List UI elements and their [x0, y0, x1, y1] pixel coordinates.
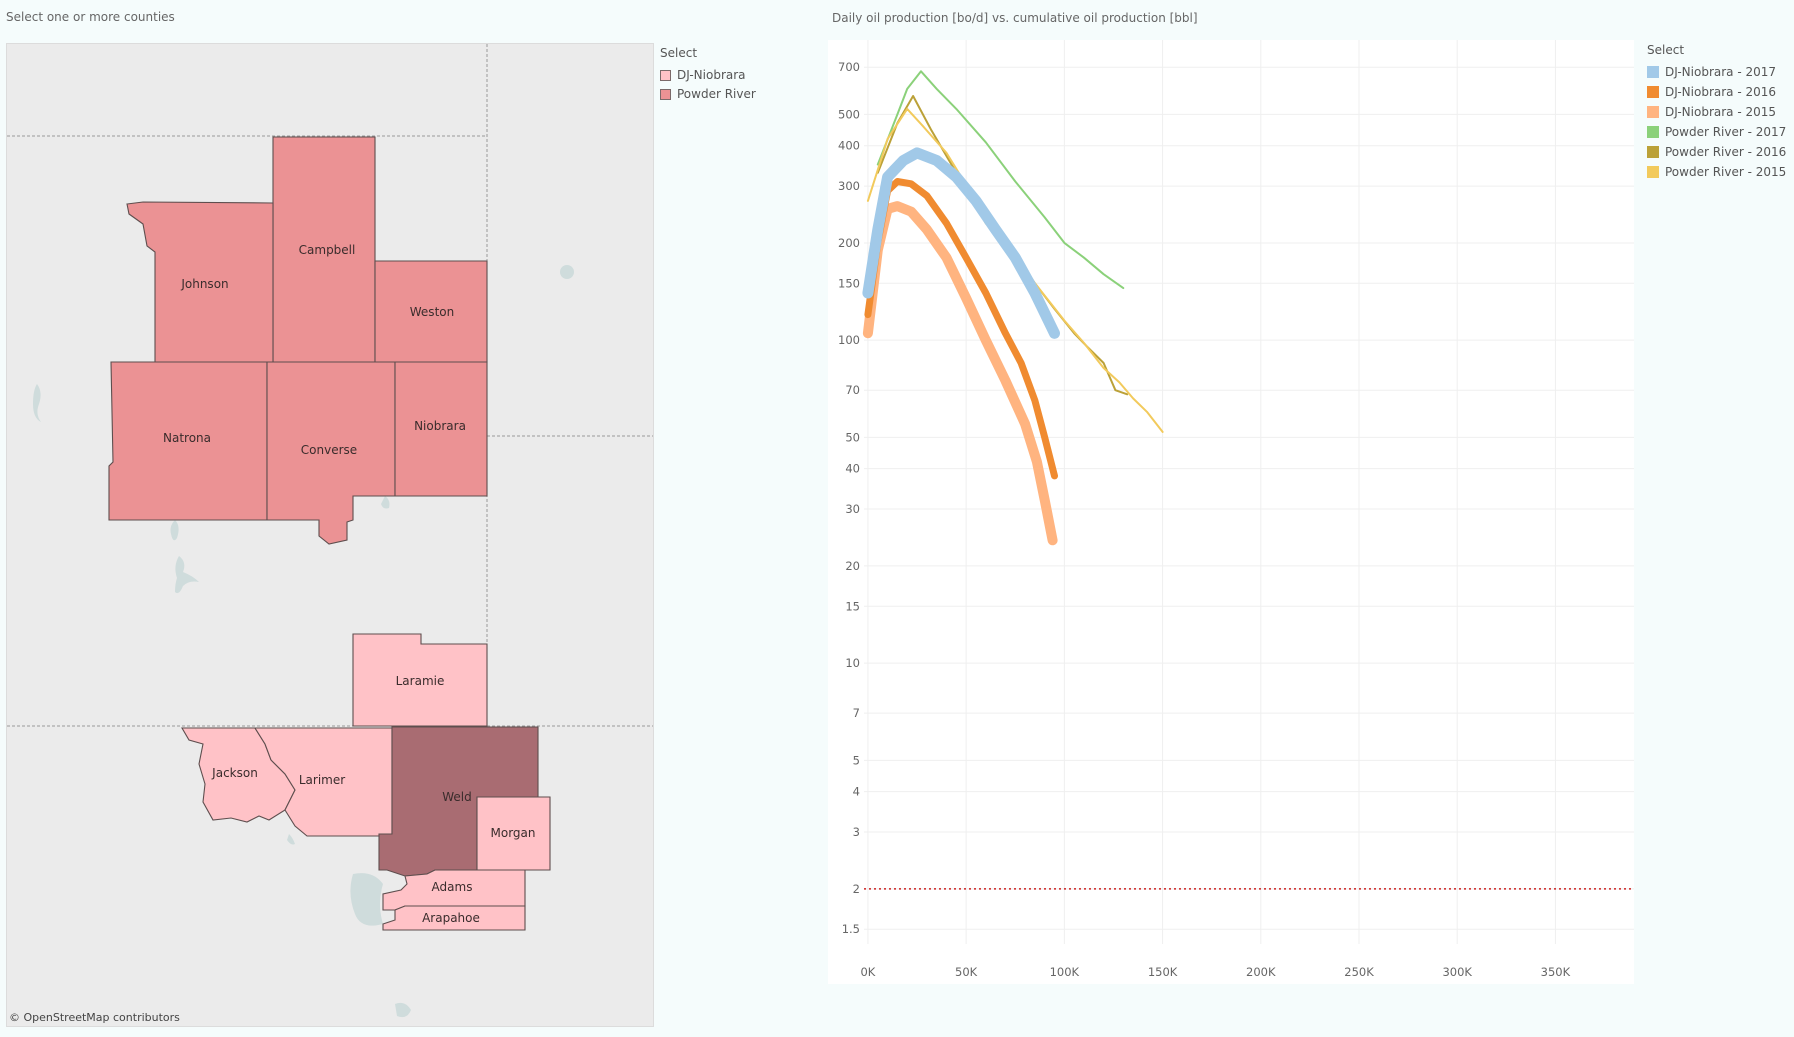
- legend-item-dj-niobrara-2017[interactable]: DJ-Niobrara - 2017: [1647, 65, 1792, 79]
- y-tick-label: 100: [838, 333, 860, 347]
- y-tick-label: 3: [853, 825, 860, 839]
- label-campbell: Campbell: [299, 243, 356, 257]
- legend-swatch: [1647, 146, 1659, 158]
- x-tick-label: 350K: [1541, 965, 1571, 979]
- label-weston: Weston: [410, 305, 454, 319]
- y-tick-label: 2: [853, 882, 860, 896]
- x-tick-label: 0K: [860, 965, 875, 979]
- legend-item-dj-niobrara-2016[interactable]: DJ-Niobrara - 2016: [1647, 85, 1792, 99]
- label-larimer: Larimer: [299, 773, 345, 787]
- legend-label: Powder River - 2017: [1665, 125, 1787, 139]
- swatch-powder-river: [660, 88, 671, 100]
- county-map[interactable]: Campbell Johnson Weston Natrona Converse…: [6, 43, 654, 1027]
- y-tick-label: 5: [853, 753, 860, 767]
- label-arapahoe: Arapahoe: [422, 911, 480, 925]
- y-tick-label: 7: [853, 706, 860, 720]
- legend-item-powder-river[interactable]: Powder River: [660, 87, 800, 101]
- powder-river-counties: [108, 136, 488, 545]
- x-axis: 0K 50K 100K 150K 200K 250K 300K 350K: [860, 965, 1570, 979]
- x-tick-label: 100K: [1050, 965, 1080, 979]
- y-tick-label: 40: [845, 462, 860, 476]
- county-niobrara[interactable]: [394, 361, 488, 497]
- chart-legend-title: Select: [1647, 43, 1685, 57]
- county-arapahoe[interactable]: [382, 905, 526, 931]
- legend-label: DJ-Niobrara - 2016: [1665, 85, 1777, 99]
- x-tick-label: 150K: [1148, 965, 1178, 979]
- y-tick-label: 300: [838, 179, 860, 193]
- legend-item-dj-niobrara-2015[interactable]: DJ-Niobrara - 2015: [1647, 105, 1792, 119]
- label-johnson: Johnson: [180, 277, 228, 291]
- grid: [864, 40, 1634, 944]
- legend-swatch: [1647, 106, 1659, 118]
- dj-niobrara-counties: [181, 633, 551, 931]
- legend-label: Powder River - 2016: [1665, 145, 1787, 159]
- chart-title: Daily oil production [bo/d] vs. cumulati…: [832, 11, 1198, 25]
- x-tick-label: 300K: [1442, 965, 1472, 979]
- legend-label: DJ-Niobrara: [677, 68, 746, 82]
- series-line-dj-niobrara-2015[interactable]: [862, 201, 1058, 546]
- label-jackson: Jackson: [211, 766, 258, 780]
- y-tick-label: 20: [845, 559, 860, 573]
- series-line-dj-niobrara-2017[interactable]: [862, 147, 1060, 339]
- y-tick-label: 200: [838, 236, 860, 250]
- map-title: Select one or more counties: [6, 10, 175, 24]
- legend-item-dj-niobrara[interactable]: DJ-Niobrara: [660, 68, 800, 82]
- y-tick-label: 400: [838, 139, 860, 153]
- label-converse: Converse: [301, 443, 357, 457]
- label-weld: Weld: [442, 790, 472, 804]
- y-tick-label: 150: [838, 276, 860, 290]
- label-adams: Adams: [432, 880, 473, 894]
- legend-swatch: [1647, 66, 1659, 78]
- series-layer: [862, 70, 1164, 546]
- y-tick-label: 15: [845, 599, 860, 613]
- series-line-powder-river-2017[interactable]: [876, 70, 1125, 290]
- legend-swatch: [1647, 126, 1659, 138]
- label-niobrara: Niobrara: [414, 419, 466, 433]
- y-tick-label: 4: [853, 785, 860, 799]
- county-morgan[interactable]: [476, 796, 551, 871]
- y-tick-label: 10: [845, 656, 860, 670]
- y-tick-label: 500: [838, 107, 860, 121]
- chart-legend: Select DJ-Niobrara - 2017 DJ-Niobrara - 2…: [1647, 43, 1792, 185]
- x-tick-label: 200K: [1246, 965, 1276, 979]
- legend-label: Powder River: [677, 87, 756, 101]
- legend-label: DJ-Niobrara - 2017: [1665, 65, 1777, 79]
- y-axis: 1.5 2 3 4 5 7 10 15 20 30 40 50 70 100 150 200 300 400 500…: [838, 60, 860, 936]
- label-morgan: Morgan: [491, 826, 536, 840]
- y-tick-label: 30: [845, 502, 860, 516]
- label-natrona: Natrona: [163, 431, 211, 445]
- legend-swatch: [1647, 86, 1659, 98]
- legend-label: DJ-Niobrara - 2015: [1665, 105, 1777, 119]
- legend-item-powder-river-2017[interactable]: Powder River - 2017: [1647, 125, 1792, 139]
- swatch-dj-niobrara: [660, 69, 671, 81]
- x-tick-label: 250K: [1344, 965, 1374, 979]
- production-chart[interactable]: 1.5 2 3 4 5 7 10 15 20 30 40 50 70 100 150 200 300 400 500…: [828, 40, 1634, 984]
- map-legend: Select DJ-Niobrara Powder River: [660, 46, 800, 106]
- y-tick-label: 1.5: [842, 922, 860, 936]
- legend-swatch: [1647, 166, 1659, 178]
- legend-item-powder-river-2015[interactable]: Powder River - 2015: [1647, 165, 1792, 179]
- x-tick-label: 50K: [955, 965, 978, 979]
- y-tick-label: 50: [845, 430, 860, 444]
- county-laramie[interactable]: [352, 633, 488, 727]
- map-credit: © OpenStreetMap contributors: [9, 1011, 180, 1024]
- y-tick-label: 700: [838, 60, 860, 74]
- water-features: [33, 265, 574, 1018]
- label-laramie: Laramie: [396, 674, 445, 688]
- chart-canvas: 1.5 2 3 4 5 7 10 15 20 30 40 50 70 100 150 200 300 400 500…: [838, 40, 1634, 979]
- y-tick-label: 70: [845, 383, 860, 397]
- county-johnson[interactable]: [126, 201, 274, 363]
- legend-label: Powder River - 2015: [1665, 165, 1787, 179]
- map-canvas: Campbell Johnson Weston Natrona Converse…: [7, 44, 653, 1018]
- legend-item-powder-river-2016[interactable]: Powder River - 2016: [1647, 145, 1792, 159]
- map-legend-title: Select: [660, 46, 698, 60]
